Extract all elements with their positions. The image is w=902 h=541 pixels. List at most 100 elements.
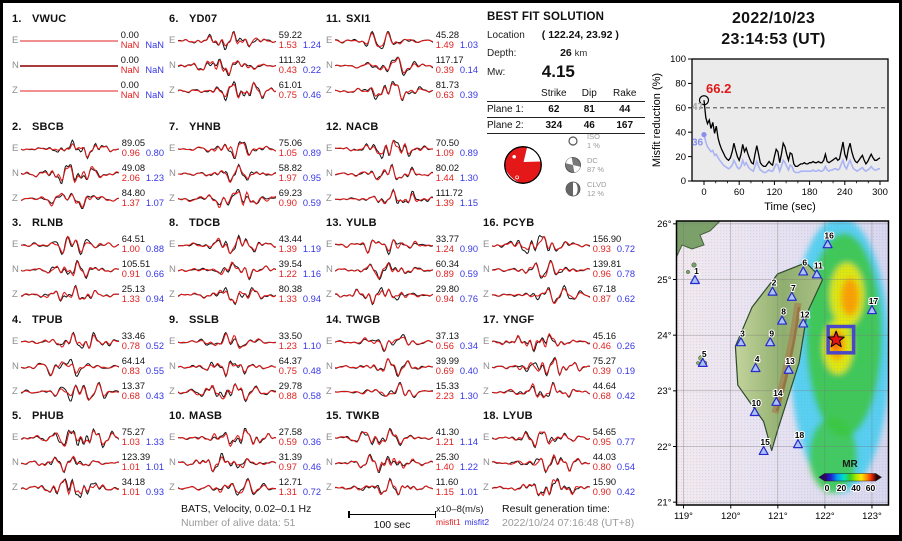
component-row-N: N 64.14 0.83 0.55 — [12, 354, 164, 379]
station-block-LYUB: 18. LYUB E 54.65 0.95 0.77 N 44.03 0.80 0.54 Z 15.9… — [483, 410, 635, 500]
station-block-PCYB: 16. PCYB E 156.90 0.93 0.72 N 139.81 0.96 0.78 Z 67… — [483, 217, 635, 307]
component-row-Z: Z 12.71 1.31 0.72 — [169, 475, 321, 500]
amplitude-value: 64.37 — [278, 355, 303, 366]
amplitude-value: 64.14 — [121, 355, 146, 366]
component-values: 64.14 0.83 0.55 — [121, 355, 164, 377]
component-values: 75.27 1.03 1.33 — [122, 427, 164, 448]
svg-text:5: 5 — [702, 349, 707, 359]
svg-text:26°: 26° — [657, 219, 672, 230]
component-values: 29.78 0.88 0.58 — [279, 381, 321, 402]
amplitude-value: 34.18 — [121, 476, 146, 487]
dc-percent: 87 % — [587, 165, 605, 174]
component-values: 34.18 1.01 0.93 — [121, 476, 164, 498]
waveform-plot — [20, 138, 119, 160]
misfit1-value: 1.40 — [435, 462, 454, 472]
component-values: 33.46 0.78 0.52 — [121, 330, 164, 352]
iso-row: ISO 1 % — [563, 130, 649, 154]
amplitude-value: 70.50 — [435, 137, 460, 148]
origin-date: 2022/10/23 — [731, 10, 816, 27]
amplitude-value: 0.00 — [120, 54, 139, 65]
component-label: Z — [326, 193, 332, 204]
svg-text:12: 12 — [800, 310, 810, 320]
waveform-plot — [20, 331, 119, 349]
component-values: 39.54 1.22 1.16 — [279, 259, 321, 280]
misfit2-value: 0.72 — [616, 244, 635, 254]
component-row-N: N 39.54 1.22 1.16 — [169, 257, 321, 282]
amplitude-value: 75.27 — [592, 355, 617, 366]
component-label: Z — [169, 85, 175, 96]
component-values: 64.51 1.00 0.88 — [122, 234, 164, 255]
amplitude-value: 33.50 — [278, 330, 303, 341]
component-row-Z: Z 15.33 2.23 1.30 — [326, 379, 478, 404]
svg-text:40: 40 — [675, 127, 686, 138]
misfit2-value: 0.62 — [616, 294, 635, 304]
component-values: 59.22 1.53 1.24 — [279, 30, 321, 51]
misfit1-value: 1.31 — [278, 487, 297, 497]
waveform-plot — [177, 188, 276, 208]
waveform-plot — [491, 259, 590, 279]
waveform-plot — [177, 140, 276, 159]
result-time-value: 2022/10/24 07:16:48 (UT+8) — [502, 517, 635, 529]
china-coast — [676, 221, 721, 258]
station-header: 17. YNGF — [483, 314, 635, 326]
misfit2-value: 0.48 — [302, 366, 321, 376]
misfit1-value: 1.33 — [278, 294, 297, 304]
station-name: YD07 — [189, 13, 218, 25]
component-values: 37.13 0.56 0.34 — [436, 331, 478, 352]
misfit1-value: 1.23 — [278, 341, 297, 351]
component-row-Z: Z 29.80 0.94 0.76 — [326, 282, 478, 307]
amplitude-value: 33.46 — [121, 330, 146, 341]
waveform-plot — [491, 284, 590, 304]
misfit2-value: 0.52 — [145, 341, 164, 351]
mw-label: Mw: — [487, 66, 506, 78]
component-row-E: E 37.13 0.56 0.34 — [326, 329, 478, 354]
misfit2-value: 0.93 — [145, 487, 164, 497]
misfit1-value: 1.15 — [435, 487, 454, 497]
misfit2-value: 1.16 — [302, 269, 321, 279]
component-label: N — [169, 60, 176, 71]
misfit2-value: 0.54 — [616, 462, 635, 472]
component-values: 75.06 1.05 0.89 — [279, 138, 321, 159]
col-strike: Strike — [533, 87, 575, 102]
waveform-plot — [177, 286, 276, 305]
svg-text:22°: 22° — [657, 442, 672, 453]
component-row-Z: Z 44.64 0.68 0.42 — [483, 379, 635, 404]
component-label: E — [12, 432, 19, 443]
component-row-E: E 27.58 0.59 0.36 — [169, 425, 321, 450]
component-values: 45.28 1.49 1.03 — [436, 30, 478, 51]
svg-text:0: 0 — [681, 176, 686, 187]
component-row-N: N 80.02 1.44 1.30 — [326, 161, 478, 186]
waveform-plot — [491, 453, 590, 474]
misfit1-value: 0.90 — [278, 198, 297, 208]
amplitude-value: 111.72 — [435, 187, 463, 198]
svg-text:120: 120 — [766, 187, 782, 198]
station-name: VWUC — [32, 13, 67, 25]
svg-text:300: 300 — [872, 187, 888, 198]
amplitude-value: 25.30 — [435, 451, 460, 462]
component-label: E — [12, 143, 19, 154]
misfit-reduction-chart: 0 20 40 60 80 100 0 60 120 180 240 300 66.247 36 Time … — [651, 54, 889, 213]
station-header: 5. PHUB — [12, 410, 164, 422]
misfit1-value: 0.63 — [435, 90, 454, 100]
waveform-plot — [491, 356, 590, 377]
svg-text:240: 240 — [837, 187, 853, 198]
misfit2-value: 0.46 — [302, 90, 321, 100]
waveform-plot — [177, 30, 276, 50]
component-row-E: E 64.51 1.00 0.88 — [12, 232, 164, 257]
misfit2-value: 0.59 — [459, 269, 478, 279]
misfit2-value: 1.01 — [145, 462, 164, 472]
misfit2-value: 0.89 — [459, 148, 478, 158]
component-values: 15.33 2.23 1.30 — [436, 381, 478, 402]
component-label: Z — [12, 482, 18, 493]
station-block-SXI1: 11. SXI1 E 45.28 1.49 1.03 N 117.17 0.39 0.14 Z 81.… — [326, 13, 478, 103]
component-label: E — [12, 239, 19, 250]
waveform-plot — [19, 39, 118, 42]
misfit1-value: 0.94 — [435, 294, 454, 304]
station-name: LYUB — [503, 410, 533, 422]
component-label: E — [326, 239, 333, 250]
misfit1-value: 0.39 — [592, 366, 611, 376]
component-label: N — [169, 361, 176, 372]
amplitude-value: 29.80 — [435, 283, 460, 294]
component-values: 12.71 1.31 0.72 — [278, 477, 321, 498]
waveform-plot — [334, 55, 433, 76]
